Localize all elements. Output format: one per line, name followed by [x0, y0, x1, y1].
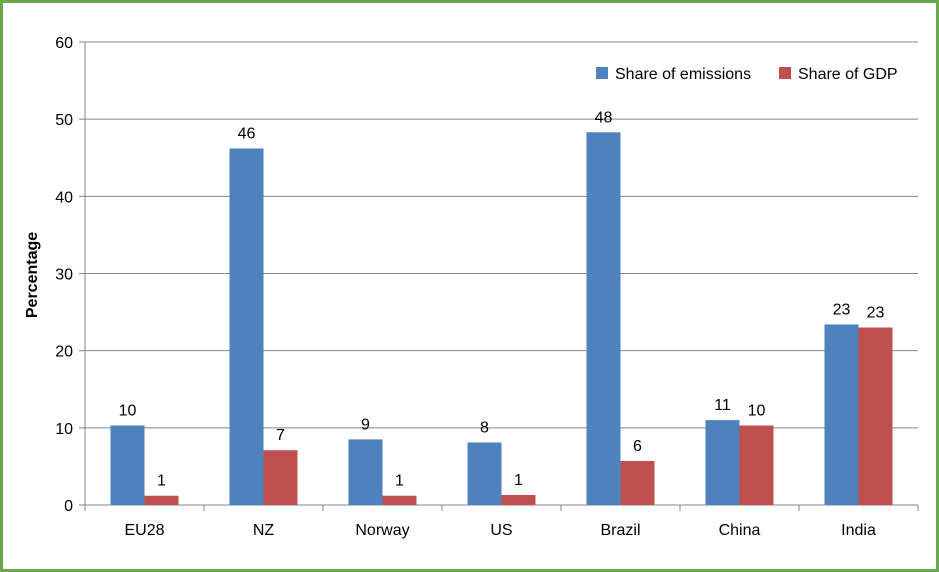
- data-labels: 10 1 46 7 9 1 8 1 48 6 11 10 23 23: [119, 109, 885, 489]
- bar-nz-emissions: [229, 148, 264, 506]
- bar-us-gdp: [501, 494, 536, 505]
- bar-norway-emissions: [348, 439, 383, 505]
- y-tick-label: 30: [55, 267, 73, 284]
- bar-eu28-emissions: [110, 425, 145, 505]
- data-label: 48: [595, 109, 613, 126]
- x-tick-label: US: [490, 522, 512, 539]
- data-label: 1: [157, 473, 166, 490]
- data-label: 23: [833, 301, 851, 318]
- x-tick-label: India: [841, 522, 876, 539]
- bar-us-emissions: [467, 442, 502, 505]
- data-label: 8: [480, 419, 489, 436]
- bar-eu28-gdp: [144, 495, 179, 505]
- data-label: 11: [714, 397, 731, 414]
- legend-swatch-emissions: [596, 67, 608, 79]
- y-tick-label: 60: [55, 35, 73, 52]
- legend-label: Share of GDP: [798, 66, 898, 83]
- bar-india-emissions: [824, 324, 859, 505]
- data-label: 46: [238, 125, 256, 142]
- data-label: 7: [276, 427, 285, 444]
- data-label: 23: [867, 305, 885, 322]
- bars: [110, 132, 893, 506]
- y-tick-label: 40: [55, 189, 73, 206]
- bar-nz-gdp: [263, 450, 298, 505]
- legend: Share of emissions Share of GDP: [596, 66, 898, 83]
- x-tick-label: China: [719, 522, 761, 539]
- x-axis-ticks: EU28 NZ Norway US Brazil China India: [84, 505, 919, 539]
- data-label: 10: [748, 403, 766, 420]
- bar-chart: 0 10 20 30 40 50 60 10 1 46 7 9 1 8 1 48 6 11 10 23 23 EU28…: [24, 35, 919, 539]
- x-tick-label: Brazil: [600, 522, 640, 539]
- y-tick-label: 50: [55, 112, 73, 129]
- bar-india-gdp: [858, 327, 893, 505]
- data-label: 10: [119, 403, 137, 420]
- x-tick-label: EU28: [124, 522, 164, 539]
- bar-china-gdp: [739, 425, 774, 505]
- y-axis-label: Percentage: [24, 232, 41, 318]
- legend-label: Share of emissions: [615, 66, 751, 83]
- x-tick-label: Norway: [355, 522, 409, 539]
- data-label: 1: [395, 473, 404, 490]
- y-tick-label: 0: [64, 498, 73, 515]
- legend-swatch-gdp: [779, 67, 791, 79]
- x-tick-label: NZ: [253, 522, 275, 539]
- data-label: 6: [633, 438, 642, 455]
- y-tick-label: 20: [55, 344, 73, 361]
- y-tick-label: 10: [55, 421, 73, 438]
- bar-norway-gdp: [382, 495, 417, 505]
- gridlines: [85, 41, 918, 429]
- data-label: 9: [361, 416, 370, 433]
- data-label: 1: [514, 472, 523, 489]
- bar-brazil-gdp: [620, 461, 655, 505]
- bar-china-emissions: [705, 420, 740, 505]
- y-axis-ticks: 0 10 20 30 40 50 60: [55, 35, 85, 515]
- bar-brazil-emissions: [586, 132, 621, 505]
